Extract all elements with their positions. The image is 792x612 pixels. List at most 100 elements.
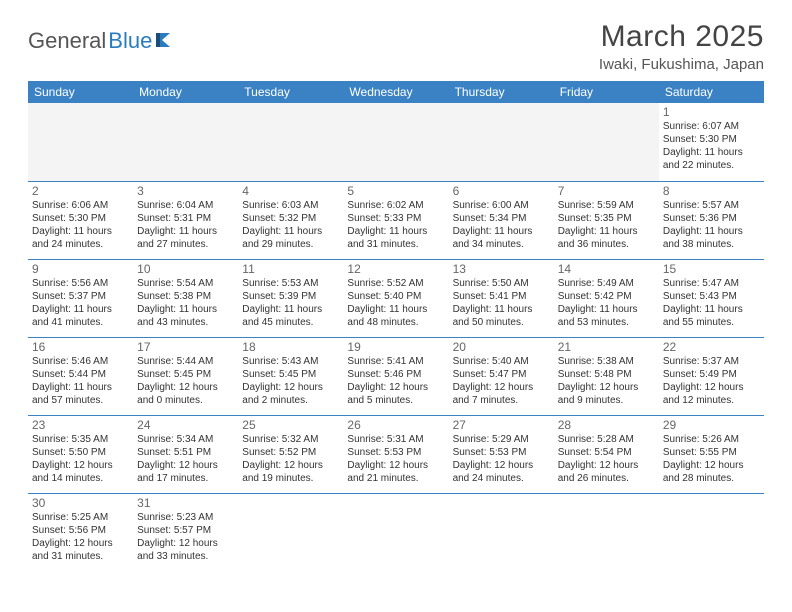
logo-flag-icon [156,31,178,49]
day-number: 16 [32,340,129,354]
daylight-text: Daylight: 11 hours [347,225,444,238]
calendar-day-cell: 25Sunrise: 5:32 AMSunset: 5:52 PMDayligh… [238,415,343,493]
daylight-text: and 29 minutes. [242,238,339,251]
sunset-text: Sunset: 5:36 PM [663,212,760,225]
calendar-day-cell: 13Sunrise: 5:50 AMSunset: 5:41 PMDayligh… [449,259,554,337]
day-number: 17 [137,340,234,354]
daylight-text: and 55 minutes. [663,316,760,329]
sunrise-text: Sunrise: 5:23 AM [137,511,234,524]
sunset-text: Sunset: 5:32 PM [242,212,339,225]
sunset-text: Sunset: 5:40 PM [347,290,444,303]
daylight-text: and 24 minutes. [32,238,129,251]
daylight-text: and 0 minutes. [137,394,234,407]
daylight-text: Daylight: 12 hours [32,537,129,550]
calendar-week-row: 9Sunrise: 5:56 AMSunset: 5:37 PMDaylight… [28,259,764,337]
sunrise-text: Sunrise: 5:52 AM [347,277,444,290]
sunset-text: Sunset: 5:39 PM [242,290,339,303]
daylight-text: Daylight: 11 hours [558,225,655,238]
calendar-day-cell: 17Sunrise: 5:44 AMSunset: 5:45 PMDayligh… [133,337,238,415]
weekday-header-row: Sunday Monday Tuesday Wednesday Thursday… [28,81,764,103]
day-number: 21 [558,340,655,354]
calendar-week-row: 1Sunrise: 6:07 AMSunset: 5:30 PMDaylight… [28,103,764,181]
sunrise-text: Sunrise: 5:40 AM [453,355,550,368]
daylight-text: Daylight: 11 hours [663,146,760,159]
daylight-text: Daylight: 11 hours [32,381,129,394]
sunset-text: Sunset: 5:42 PM [558,290,655,303]
sunrise-text: Sunrise: 6:02 AM [347,199,444,212]
day-number: 5 [347,184,444,198]
sunset-text: Sunset: 5:34 PM [453,212,550,225]
sunrise-text: Sunrise: 5:54 AM [137,277,234,290]
sunrise-text: Sunrise: 5:59 AM [558,199,655,212]
calendar-day-cell: 2Sunrise: 6:06 AMSunset: 5:30 PMDaylight… [28,181,133,259]
calendar-day-cell: 8Sunrise: 5:57 AMSunset: 5:36 PMDaylight… [659,181,764,259]
calendar-day-cell: 27Sunrise: 5:29 AMSunset: 5:53 PMDayligh… [449,415,554,493]
calendar-day-cell: 14Sunrise: 5:49 AMSunset: 5:42 PMDayligh… [554,259,659,337]
daylight-text: Daylight: 12 hours [453,381,550,394]
weekday-header: Saturday [659,81,764,103]
calendar-day-cell: 12Sunrise: 5:52 AMSunset: 5:40 PMDayligh… [343,259,448,337]
daylight-text: Daylight: 12 hours [663,381,760,394]
sunset-text: Sunset: 5:41 PM [453,290,550,303]
daylight-text: Daylight: 12 hours [663,459,760,472]
day-number: 13 [453,262,550,276]
day-number: 23 [32,418,129,432]
daylight-text: Daylight: 11 hours [453,225,550,238]
sunset-text: Sunset: 5:45 PM [137,368,234,381]
daylight-text: and 24 minutes. [453,472,550,485]
weekday-header: Sunday [28,81,133,103]
daylight-text: Daylight: 11 hours [137,225,234,238]
location: Iwaki, Fukushima, Japan [599,56,764,73]
day-number: 19 [347,340,444,354]
sunset-text: Sunset: 5:49 PM [663,368,760,381]
calendar-day-cell: 26Sunrise: 5:31 AMSunset: 5:53 PMDayligh… [343,415,448,493]
calendar-day-cell: 9Sunrise: 5:56 AMSunset: 5:37 PMDaylight… [28,259,133,337]
sunset-text: Sunset: 5:54 PM [558,446,655,459]
day-number: 12 [347,262,444,276]
calendar-body: 1Sunrise: 6:07 AMSunset: 5:30 PMDaylight… [28,103,764,571]
sunset-text: Sunset: 5:51 PM [137,446,234,459]
daylight-text: Daylight: 11 hours [242,303,339,316]
sunset-text: Sunset: 5:44 PM [32,368,129,381]
daylight-text: and 43 minutes. [137,316,234,329]
calendar-week-row: 16Sunrise: 5:46 AMSunset: 5:44 PMDayligh… [28,337,764,415]
calendar-day-cell: 1Sunrise: 6:07 AMSunset: 5:30 PMDaylight… [659,103,764,181]
day-number: 7 [558,184,655,198]
daylight-text: Daylight: 12 hours [137,537,234,550]
sunrise-text: Sunrise: 5:49 AM [558,277,655,290]
weekday-header: Friday [554,81,659,103]
header: GeneralBlue March 2025 Iwaki, Fukushima,… [28,20,764,73]
daylight-text: Daylight: 11 hours [558,303,655,316]
day-number: 20 [453,340,550,354]
calendar-day-cell: 4Sunrise: 6:03 AMSunset: 5:32 PMDaylight… [238,181,343,259]
day-number: 24 [137,418,234,432]
daylight-text: and 57 minutes. [32,394,129,407]
calendar-week-row: 2Sunrise: 6:06 AMSunset: 5:30 PMDaylight… [28,181,764,259]
day-number: 14 [558,262,655,276]
sunset-text: Sunset: 5:30 PM [663,133,760,146]
day-number: 11 [242,262,339,276]
daylight-text: and 31 minutes. [32,550,129,563]
day-number: 29 [663,418,760,432]
daylight-text: and 2 minutes. [242,394,339,407]
sunset-text: Sunset: 5:37 PM [32,290,129,303]
calendar-day-cell: 22Sunrise: 5:37 AMSunset: 5:49 PMDayligh… [659,337,764,415]
calendar-day-cell: 29Sunrise: 5:26 AMSunset: 5:55 PMDayligh… [659,415,764,493]
calendar-day-cell [659,493,764,571]
daylight-text: Daylight: 11 hours [347,303,444,316]
sunrise-text: Sunrise: 6:00 AM [453,199,550,212]
sunset-text: Sunset: 5:30 PM [32,212,129,225]
sunset-text: Sunset: 5:48 PM [558,368,655,381]
calendar-day-cell: 3Sunrise: 6:04 AMSunset: 5:31 PMDaylight… [133,181,238,259]
sunrise-text: Sunrise: 5:32 AM [242,433,339,446]
sunrise-text: Sunrise: 6:07 AM [663,120,760,133]
daylight-text: and 36 minutes. [558,238,655,251]
sunrise-text: Sunrise: 5:41 AM [347,355,444,368]
day-number: 2 [32,184,129,198]
daylight-text: and 19 minutes. [242,472,339,485]
sunset-text: Sunset: 5:35 PM [558,212,655,225]
sunrise-text: Sunrise: 6:04 AM [137,199,234,212]
sunrise-text: Sunrise: 5:57 AM [663,199,760,212]
daylight-text: and 28 minutes. [663,472,760,485]
sunset-text: Sunset: 5:57 PM [137,524,234,537]
